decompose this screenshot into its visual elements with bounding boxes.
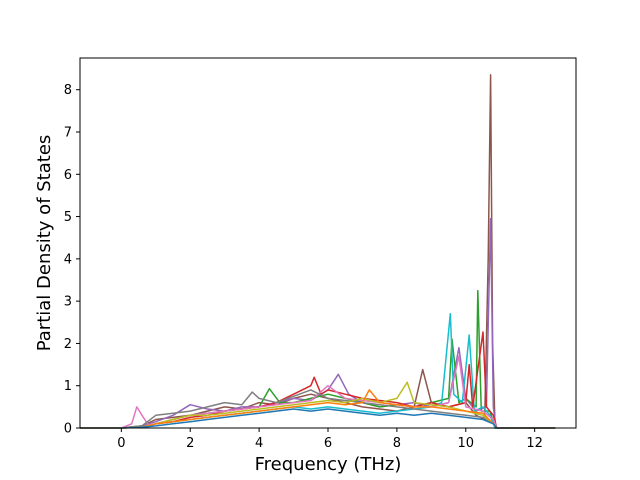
y-tick-label: 6 [64, 168, 72, 183]
x-tick-label: 10 [458, 436, 475, 451]
x-tick-label: 4 [255, 436, 263, 451]
x-tick-label: 2 [186, 436, 194, 451]
x-tick-label: 6 [324, 436, 332, 451]
x-axis-label: Frequency (THz) [255, 454, 402, 475]
y-tick-label: 7 [64, 126, 72, 141]
y-tick-label: 1 [64, 379, 72, 394]
series-line-5 [80, 331, 556, 429]
y-tick-label: 3 [64, 295, 72, 310]
y-tick-label: 2 [64, 337, 72, 352]
y-axis-label: Partial Density of States [34, 135, 55, 352]
x-tick-label: 12 [526, 436, 543, 451]
series-line-9 [80, 389, 556, 429]
series-line-7 [80, 389, 556, 429]
x-tick-label: 0 [117, 436, 125, 451]
x-axis-ticks: 0 2 4 6 8 10 12 [117, 428, 543, 451]
x-tick-label: 8 [393, 436, 401, 451]
y-axis-ticks: 0 1 2 3 4 5 6 7 8 [64, 83, 80, 437]
y-tick-label: 8 [64, 83, 72, 98]
series-line-6 [80, 355, 556, 429]
y-tick-label: 0 [64, 422, 72, 437]
y-tick-label: 4 [64, 252, 72, 267]
plot-lines [80, 74, 556, 429]
series-line-10 [80, 408, 556, 429]
y-tick-label: 5 [64, 210, 72, 225]
